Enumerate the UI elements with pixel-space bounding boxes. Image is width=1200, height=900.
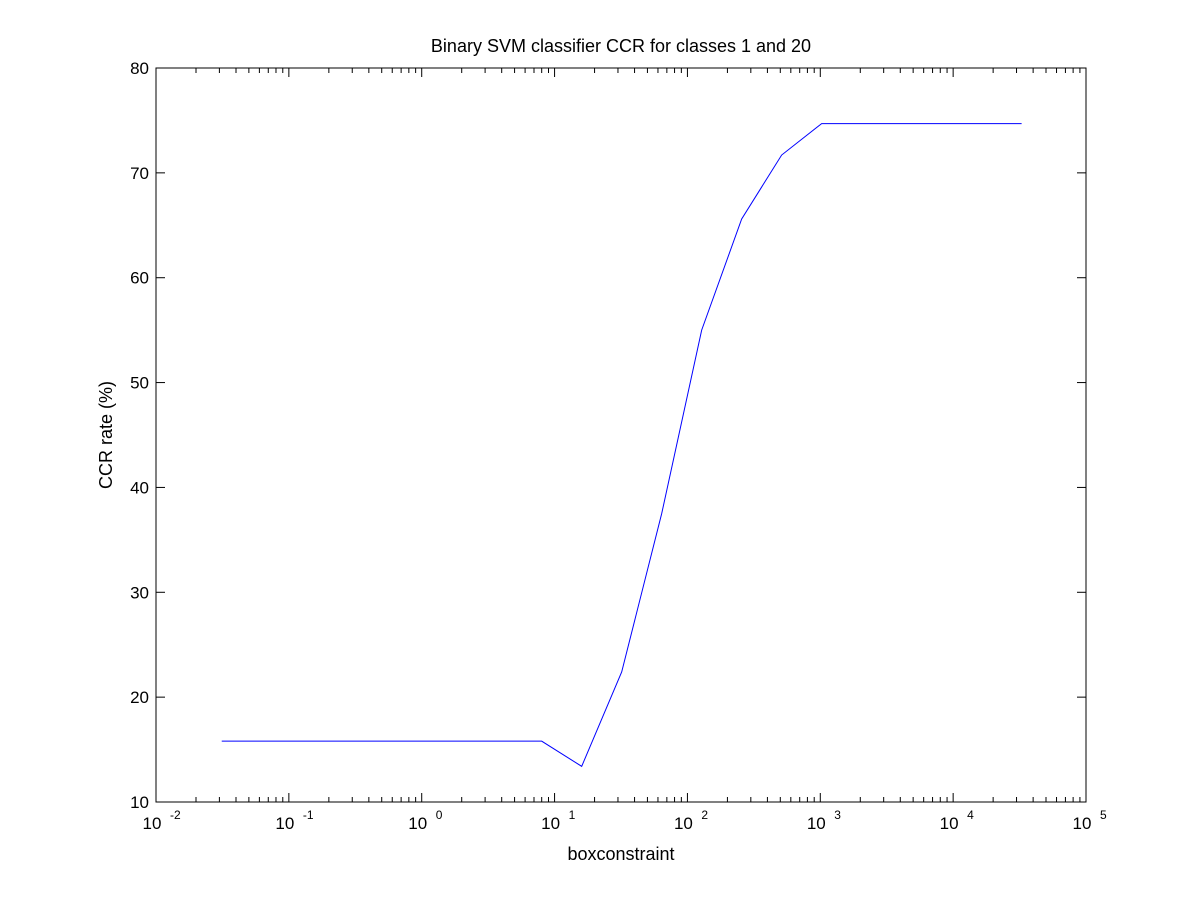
y-tick-label: 20 [130,688,149,707]
y-tick-label: 70 [130,164,149,183]
x-tick-label: 10 [143,814,162,833]
x-tick-label: 10 [275,814,294,833]
axis-ticks: 10 -2 10 -1 10 0 10 1 10 2 10 3 10 4 10 5 10 20 30 40 50 60 70… [130,59,1107,833]
y-tick-label: 10 [130,793,149,812]
x-tick-exponent: 5 [1100,808,1107,822]
y-tick-label: 50 [130,374,149,393]
series-line-0 [221,123,1022,768]
x-tick-label: 10 [940,814,959,833]
x-axis-label: boxconstraint [567,844,674,864]
x-tick-exponent: -1 [303,808,314,822]
plot-area [155,67,1087,803]
x-tick-exponent: 2 [701,808,708,822]
x-tick-exponent: 1 [569,808,576,822]
x-tick-exponent: 4 [967,808,974,822]
x-tick-exponent: -2 [170,808,181,822]
chart-title: Binary SVM classifier CCR for classes 1 … [431,36,811,56]
y-tick-label: 80 [130,59,149,78]
x-tick-label: 10 [541,814,560,833]
x-tick-label: 10 [807,814,826,833]
y-tick-label: 30 [130,583,149,602]
y-axis-label: CCR rate (%) [96,381,116,489]
y-tick-label: 40 [130,478,149,497]
x-tick-label: 10 [408,814,427,833]
x-tick-exponent: 3 [834,808,841,822]
x-tick-label: 10 [1073,814,1092,833]
y-tick-label: 60 [130,269,149,288]
x-tick-label: 10 [674,814,693,833]
series-group [221,123,1022,768]
x-tick-exponent: 0 [436,808,443,822]
